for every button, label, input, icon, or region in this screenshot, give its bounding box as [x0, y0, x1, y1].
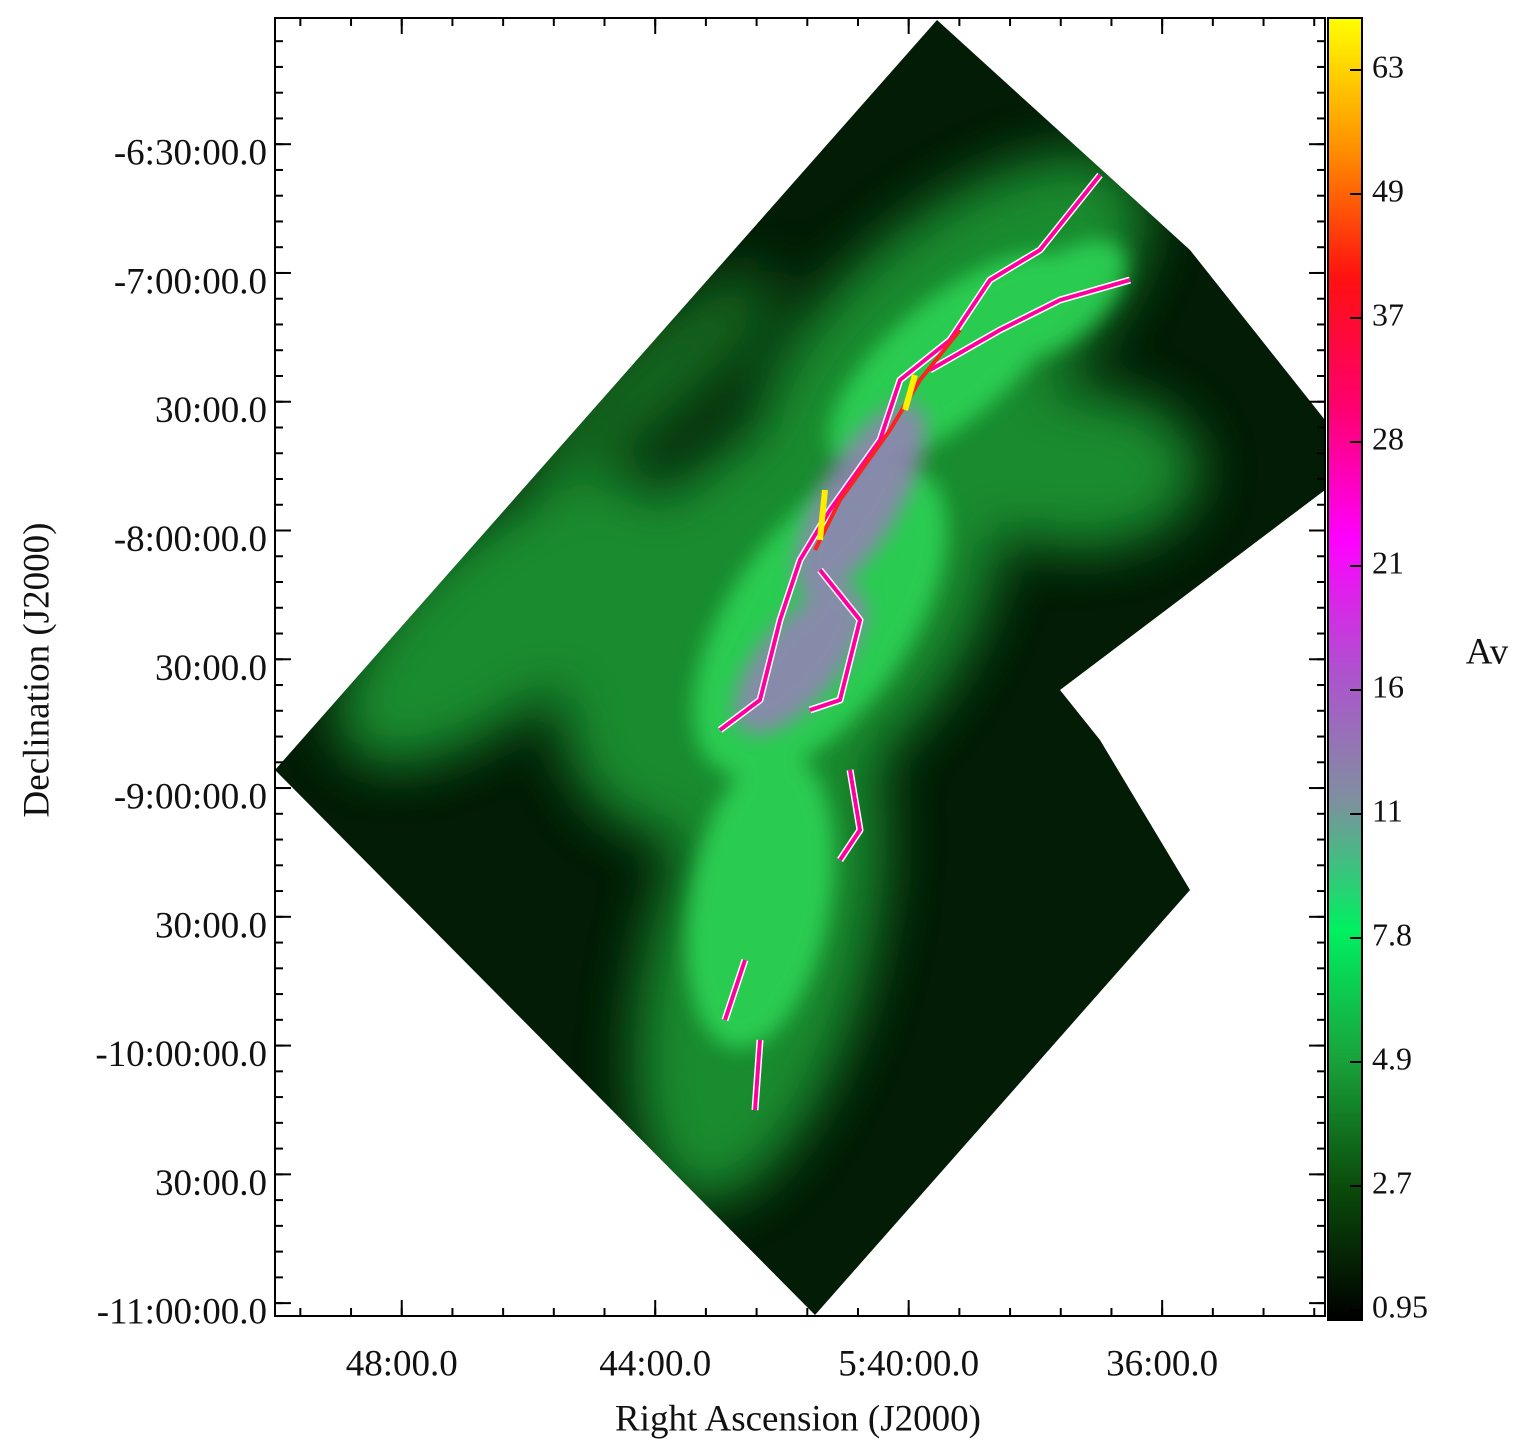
colorbar-tick-label: 4.9 [1372, 1040, 1412, 1076]
y-tick-label: 30:00.0 [155, 1163, 267, 1204]
colorbar-tick-label: 7.8 [1372, 916, 1412, 952]
y-tick-label: 30:00.0 [155, 905, 267, 946]
x-tick-label: 36:00.0 [1106, 1343, 1218, 1384]
x-tick-label: 5:40:00.0 [838, 1343, 979, 1384]
y-tick-label: 30:00.0 [155, 390, 267, 431]
colorbar-tick-label: 37 [1372, 296, 1404, 332]
colorbar-tick-label: 63 [1372, 48, 1404, 84]
colorbar-tick-label: 21 [1372, 544, 1404, 580]
x-axis-title: Right Ascension (J2000) [615, 1398, 981, 1439]
colorbar-tick-label: 2.7 [1372, 1164, 1412, 1200]
colorbar [1327, 17, 1363, 1321]
colorbar-tick-label: 28 [1372, 420, 1404, 456]
y-tick-label: -11:00:00.0 [97, 1292, 267, 1333]
y-tick-label: -6:30:00.0 [114, 133, 267, 174]
plot-frame [274, 17, 1326, 1317]
colorbar-title: Av [1466, 631, 1509, 672]
y-tick-label: -8:00:00.0 [114, 519, 267, 560]
y-axis-title: Declination (J2000) [16, 523, 57, 818]
y-tick-label: -10:00:00.0 [95, 1034, 267, 1075]
colorbar-tick-label: 49 [1372, 172, 1404, 208]
x-tick-label: 48:00.0 [346, 1343, 458, 1384]
colorbar-tick-label: 0.95 [1372, 1288, 1428, 1324]
y-tick-label: -9:00:00.0 [114, 777, 267, 818]
y-tick-label: 30:00.0 [155, 648, 267, 689]
y-tick-label: -7:00:00.0 [114, 261, 267, 302]
sky-image [275, 20, 1325, 1315]
colorbar-tick-label: 16 [1372, 668, 1404, 704]
x-tick-label: 44:00.0 [599, 1343, 711, 1384]
colorbar-tick-label: 11 [1372, 792, 1403, 828]
